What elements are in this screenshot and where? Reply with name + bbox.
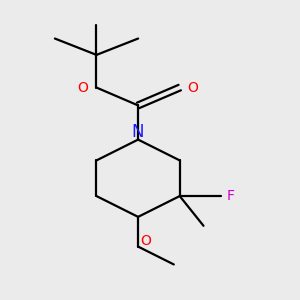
Text: O: O [140, 234, 151, 248]
Text: O: O [188, 81, 199, 94]
Text: N: N [132, 123, 144, 141]
Text: F: F [226, 189, 234, 203]
Text: O: O [78, 81, 88, 94]
